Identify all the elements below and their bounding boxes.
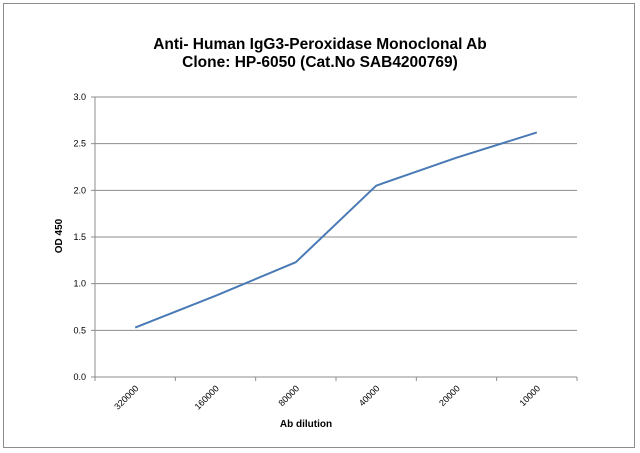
x-tick-label: 320000	[112, 383, 140, 411]
x-tick-labels: 320000 160000 80000 40000 20000 10000	[112, 383, 542, 411]
x-tick-label: 160000	[193, 383, 221, 411]
y-tick-label: 2.5	[73, 139, 86, 149]
y-tick-label: 1.5	[73, 232, 86, 242]
x-tick-label: 20000	[437, 383, 462, 408]
y-tick-label: 0.0	[73, 372, 86, 382]
y-tick-label: 0.5	[73, 325, 86, 335]
chart-frame	[3, 3, 635, 448]
gridlines	[95, 96, 577, 331]
axes	[91, 96, 578, 381]
x-tick-label: 40000	[357, 383, 382, 408]
x-tick-label: 10000	[517, 383, 542, 408]
y-tick-label: 2.0	[73, 185, 86, 195]
x-tick-label: 80000	[276, 383, 301, 408]
y-tick-label: 3.0	[73, 92, 86, 102]
chart-subtitle: Clone: HP-6050 (Cat.No SAB4200769)	[182, 54, 458, 71]
y-axis-label: OD 450	[54, 218, 65, 253]
x-axis-label: Ab dilution	[280, 419, 332, 430]
series-group	[134, 131, 538, 329]
series-line	[134, 131, 538, 329]
y-tick-labels: 0.0 0.5 1.0 1.5 2.0 2.5 3.0	[73, 92, 86, 382]
chart-title: Anti- Human IgG3-Peroxidase Monoclonal A…	[153, 36, 487, 53]
y-tick-label: 1.0	[73, 279, 86, 289]
